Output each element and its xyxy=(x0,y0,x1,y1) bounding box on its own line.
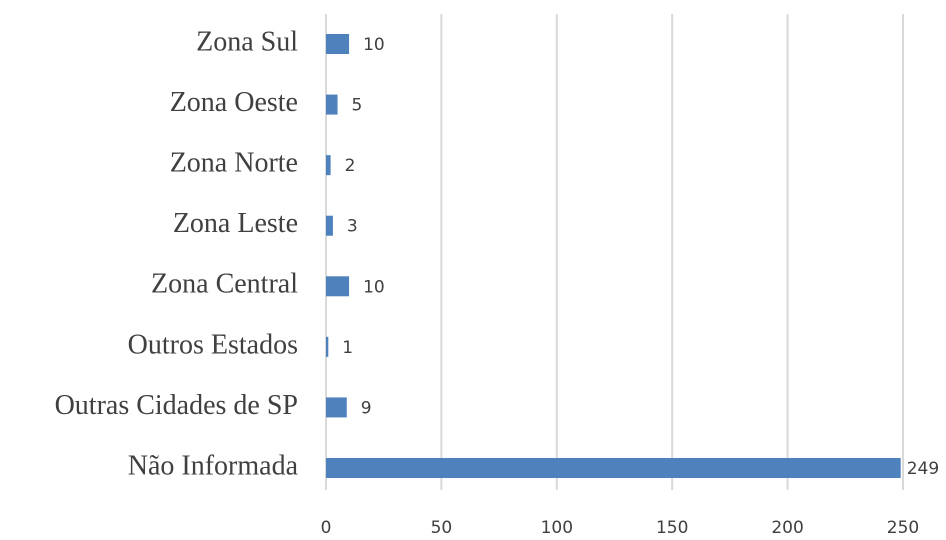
y-tick-label: Zona Norte xyxy=(170,148,298,179)
bar xyxy=(326,94,338,115)
x-tick-label: 150 xyxy=(656,518,688,538)
x-tick-label: 0 xyxy=(321,518,332,538)
bar xyxy=(326,458,901,478)
value-label: 2 xyxy=(345,156,356,176)
value-label: 3 xyxy=(347,217,358,237)
y-tick-label: Outras Cidades de SP xyxy=(55,390,298,421)
y-tick-label: Zona Central xyxy=(151,269,298,300)
value-label: 5 xyxy=(352,96,363,116)
x-tick-label: 200 xyxy=(771,518,803,538)
bar xyxy=(326,276,350,297)
value-label: 10 xyxy=(363,277,385,297)
value-label: 1 xyxy=(342,338,353,358)
bar xyxy=(326,397,347,418)
y-tick-label: Zona Leste xyxy=(173,208,298,239)
x-tick-label: 100 xyxy=(541,518,573,538)
value-label: 249 xyxy=(907,459,939,479)
bar xyxy=(326,155,331,176)
value-label: 9 xyxy=(361,398,372,418)
x-tick-label: 50 xyxy=(431,518,453,538)
y-tick-label: Zona Sul xyxy=(196,26,298,57)
bar xyxy=(326,336,329,357)
x-tick-label: 250 xyxy=(887,518,919,538)
bar xyxy=(326,215,333,236)
y-tick-label: Zona Oeste xyxy=(170,87,298,118)
y-tick-label: Não Informada xyxy=(128,450,299,481)
y-tick-label: Outros Estados xyxy=(128,329,298,360)
bar xyxy=(326,34,350,54)
value-label: 10 xyxy=(363,35,385,55)
